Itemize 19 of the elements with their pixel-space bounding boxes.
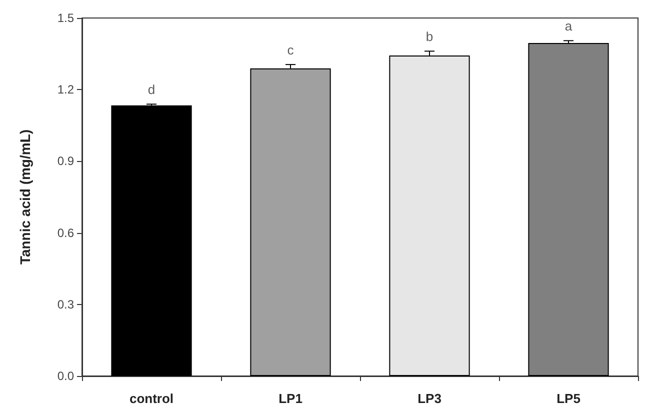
x-tick-label: LP5 (556, 391, 580, 406)
y-tick-label: 1.5 (57, 11, 74, 25)
annotation: d (148, 82, 156, 98)
bar (250, 68, 331, 376)
annotation: b (426, 29, 434, 44)
x-tick-label: LP1 (278, 391, 302, 406)
bar (389, 55, 470, 376)
bar (528, 43, 609, 376)
x-tick-label: control (129, 391, 174, 406)
y-tick-label: 0.6 (57, 226, 74, 240)
x-tick-label: LP3 (418, 391, 442, 406)
y-tick-label: 1.2 (57, 82, 74, 97)
annotation: a (564, 18, 573, 34)
y-tick-label: 0.9 (57, 154, 74, 168)
annotation: c (287, 42, 294, 58)
bar (111, 105, 192, 376)
y-tick-label: 0.0 (57, 369, 74, 383)
y-tick-label: 0.3 (57, 297, 74, 312)
y-axis-title: Tannic acid (mg/mL) (17, 129, 33, 265)
